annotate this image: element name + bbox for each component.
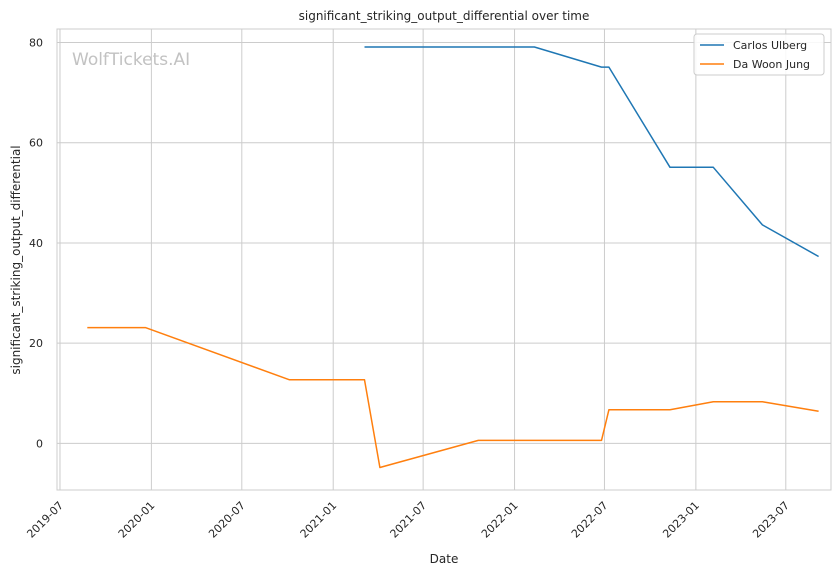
x-axis-label: Date	[430, 552, 459, 566]
grid-lines	[57, 29, 831, 490]
series-line-carlos-ulberg	[364, 46, 819, 258]
y-axis-ticks: 0 20 40 60 80	[29, 37, 43, 451]
series-lines	[87, 46, 819, 469]
legend-label-carlos-ulberg: Carlos Ulberg	[733, 39, 807, 52]
legend-label-da-woon-jung: Da Woon Jung	[733, 58, 810, 71]
legend-box	[693, 33, 825, 76]
plot-area-frame	[56, 28, 832, 491]
y-axis-label: significant_striking_output_differential	[9, 145, 23, 374]
series-line-da-woon-jung	[87, 326, 819, 469]
y-tick-label: 40	[29, 237, 43, 250]
legend: Carlos Ulberg Da Woon Jung	[693, 33, 825, 76]
y-tick-label: 20	[29, 337, 43, 350]
watermark: WolfTickets.AI	[72, 50, 190, 70]
chart-title: significant_striking_output_differential…	[299, 9, 590, 23]
y-tick-label: 80	[29, 37, 43, 50]
y-tick-label: 0	[36, 437, 43, 450]
y-tick-label: 60	[29, 137, 43, 150]
